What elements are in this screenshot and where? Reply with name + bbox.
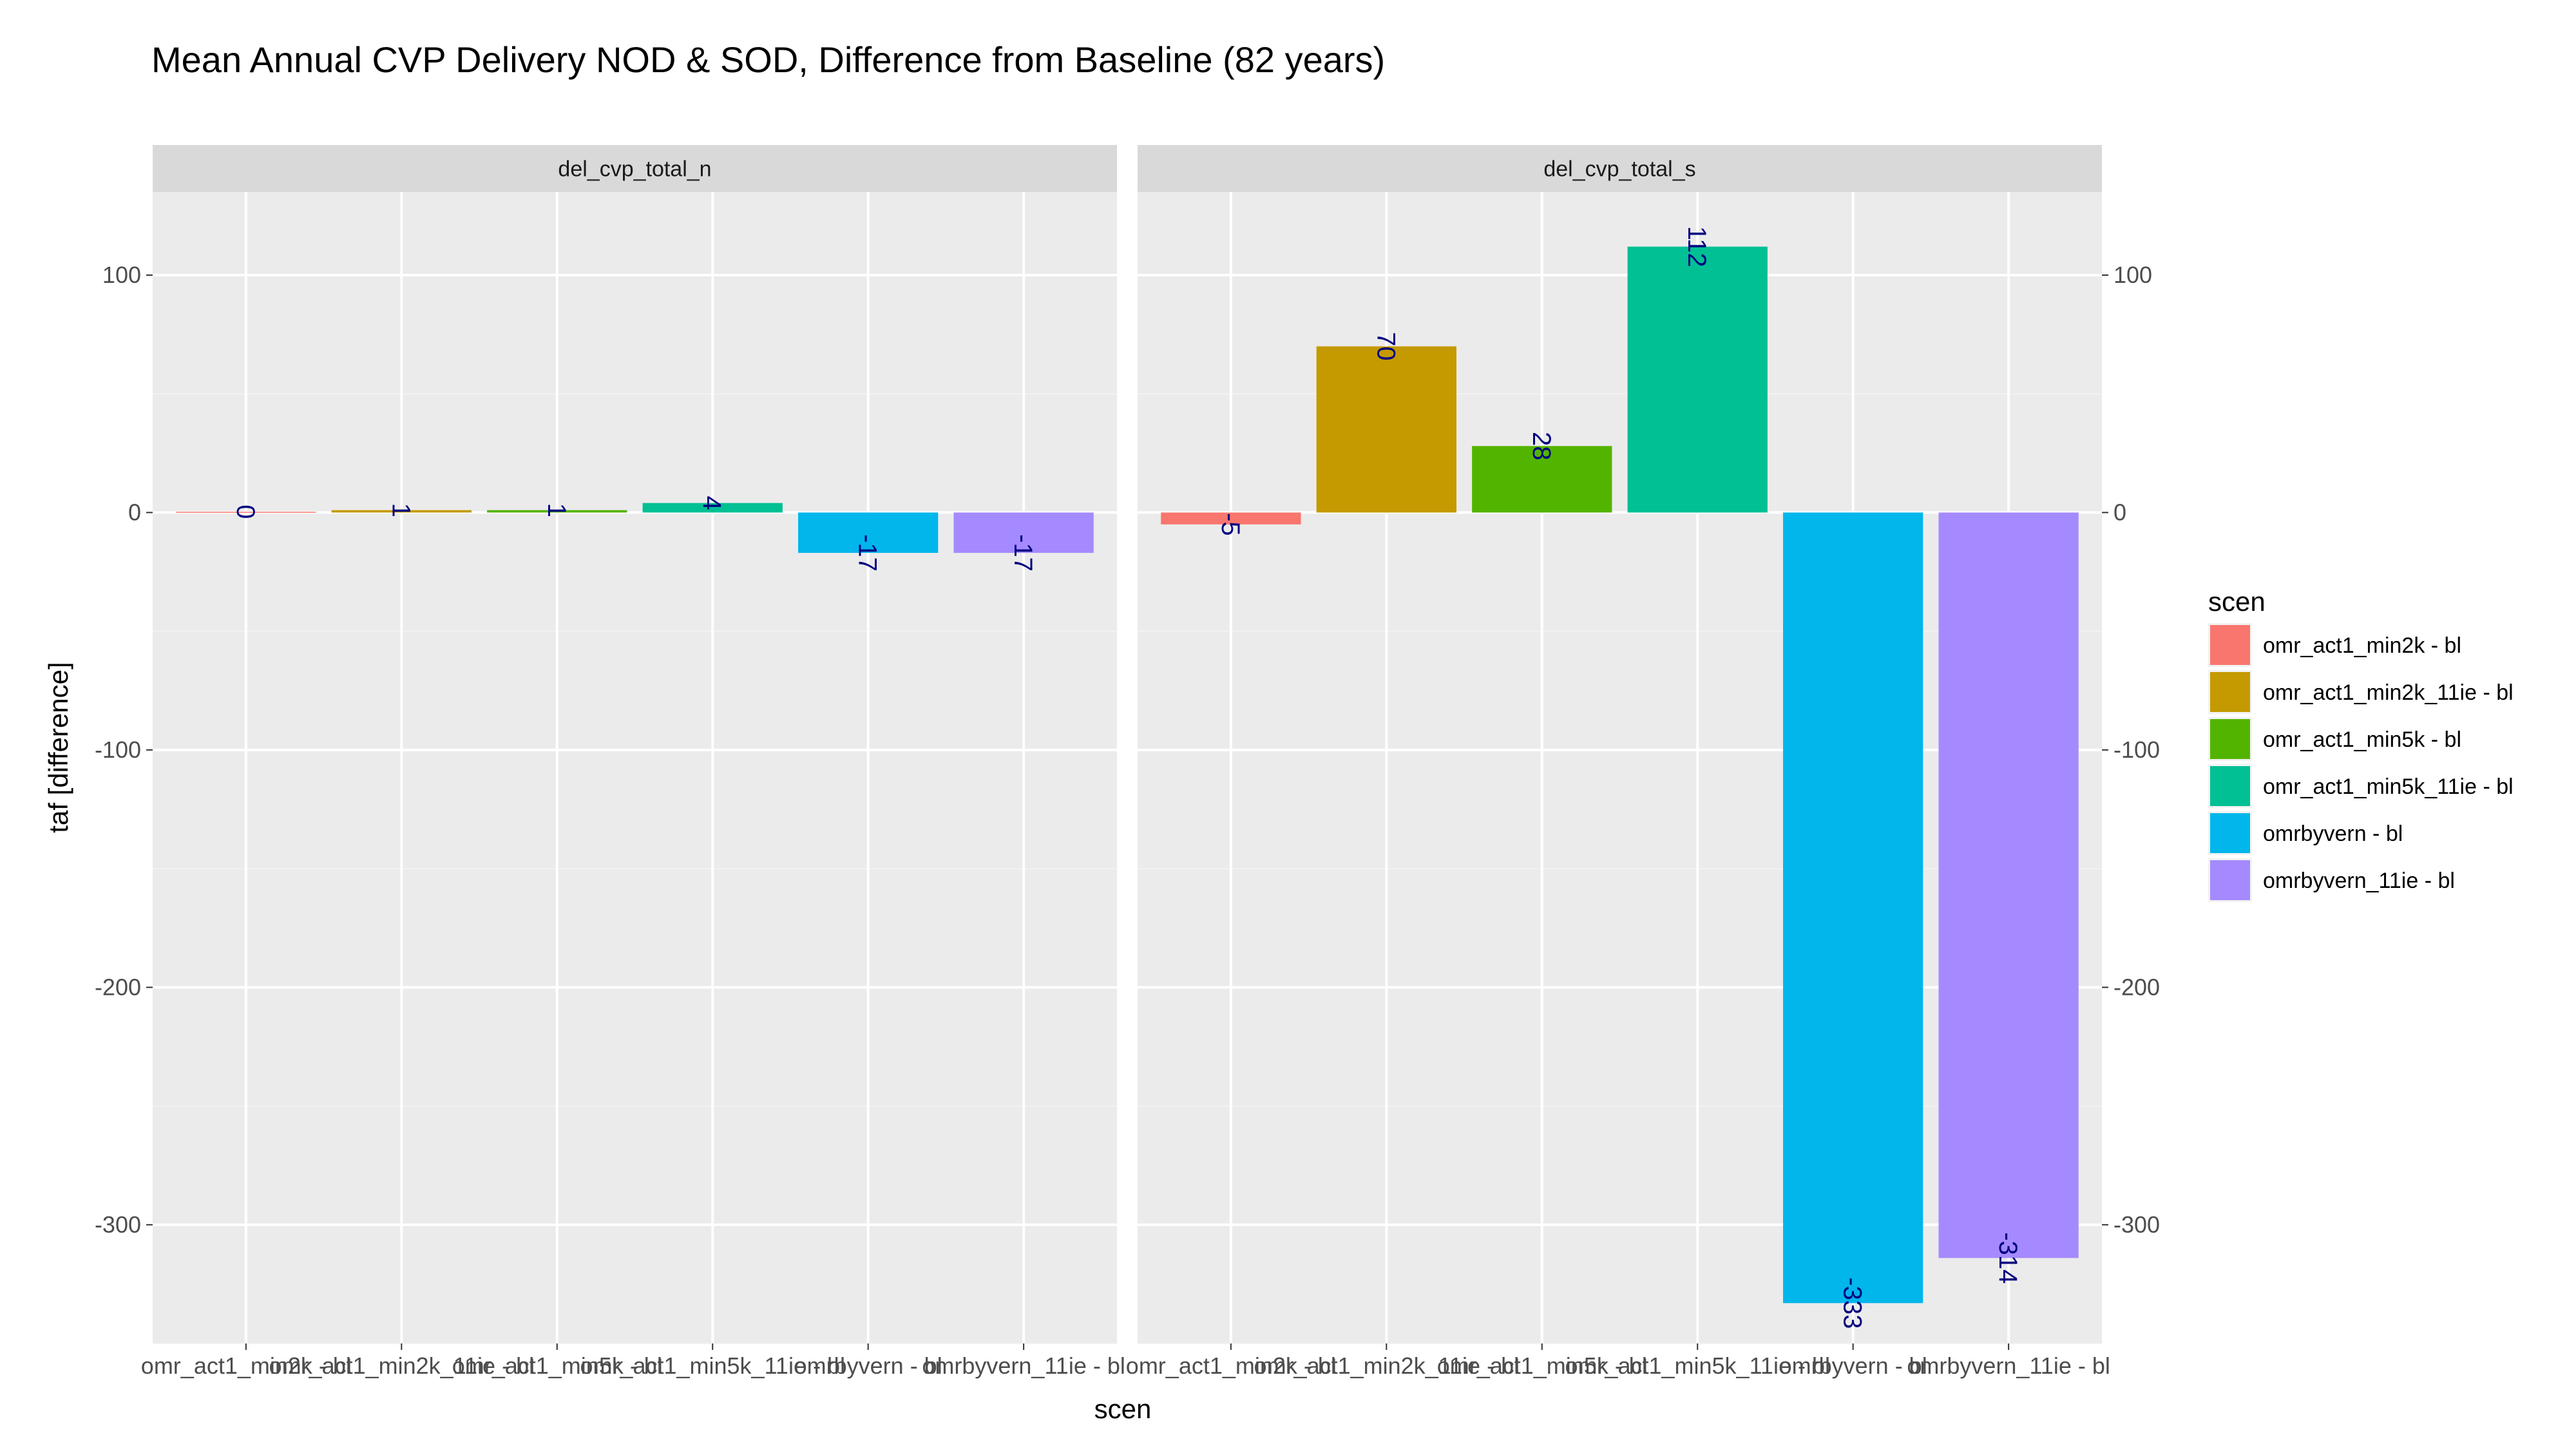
legend-item: omr_act1_min2k_11ie - bl: [2208, 670, 2514, 714]
data-label: 112: [1683, 226, 1711, 267]
legend-swatch: [2210, 719, 2250, 759]
data-label: -314: [1994, 1232, 2022, 1284]
legend: scen omr_act1_min2k - bl omr_act1_min2k_1…: [2208, 586, 2514, 902]
bar: [176, 512, 316, 513]
legend-title: scen: [2208, 586, 2266, 617]
x-tick-label: omr_act1_min5k_11ie - bl: [1565, 1352, 1830, 1379]
legend-label: omr_act1_min5k_11ie - bl: [2263, 775, 2514, 799]
bar: [1316, 346, 1456, 513]
data-label: 1: [542, 503, 571, 517]
x-axis-title: scen: [1094, 1394, 1152, 1424]
x-tick-label: omr_act1_min5k - bl: [452, 1352, 662, 1379]
x-tick-label: omrbyvern - bl: [1779, 1352, 1927, 1379]
data-label: 0: [231, 505, 260, 519]
x-tick-label: omrbyvern_11ie - bl: [922, 1352, 1125, 1379]
y-tick-label: -100: [95, 736, 141, 763]
plot-panel: [153, 192, 1117, 1343]
legend-label: omr_act1_min2k_11ie - bl: [2263, 680, 2514, 705]
bar: [1783, 512, 1923, 1304]
y-tick-label: 100: [102, 262, 141, 288]
x-tick-label: omr_act1_min2k_11ie - bl: [1254, 1352, 1520, 1379]
bar: [798, 512, 939, 553]
legend-label: omr_act1_min5k - bl: [2263, 727, 2461, 752]
x-tick-label: omr_act1_min2k_11ie - bl: [269, 1352, 535, 1379]
x-tick-label: omr_act1_min2k - bl: [141, 1352, 351, 1379]
data-label: -333: [1838, 1277, 1867, 1329]
facet-strip-label: del_cvp_total_n: [558, 157, 711, 182]
legend-item: omr_act1_min5k_11ie - bl: [2208, 764, 2514, 808]
x-tick-label: omr_act1_min2k - bl: [1126, 1352, 1336, 1379]
data-label: 28: [1527, 432, 1556, 461]
legend-item: omr_act1_min5k - bl: [2208, 717, 2461, 761]
facet-panel: del_cvp_total_n 0 1 1 4 -17 -17 omr_act1_min2k …: [141, 145, 1125, 1379]
facet-panel: del_cvp_total_s -5 70 28 112 -333 -314 omr_act1…: [1126, 145, 2110, 1379]
bar: [331, 510, 472, 513]
facet-strip: [153, 145, 1117, 192]
data-label: -17: [1009, 534, 1037, 572]
legend-swatch: [2210, 672, 2250, 712]
y-tick-label: 0: [128, 499, 141, 525]
bar: [953, 512, 1094, 553]
y-tick-label: 0: [2113, 499, 2126, 525]
bar: [487, 510, 627, 513]
y-tick-label: -300: [2113, 1211, 2160, 1238]
y-tick-label: -200: [2113, 974, 2160, 1000]
bar: [642, 503, 783, 513]
legend-item: omr_act1_min2k - bl: [2208, 623, 2461, 667]
facet-strip: [1138, 145, 2102, 192]
legend-label: omr_act1_min2k - bl: [2263, 633, 2461, 658]
data-label: -17: [854, 534, 882, 572]
facet-strip-label: del_cvp_total_s: [1543, 157, 1695, 182]
bar: [1472, 446, 1612, 513]
legend-swatch: [2210, 766, 2250, 806]
legend-swatch: [2210, 813, 2250, 853]
bar: [1938, 512, 2079, 1258]
legend-label: omrbyvern_11ie - bl: [2263, 869, 2455, 893]
legend-item: omrbyvern_11ie - bl: [2208, 858, 2455, 902]
x-tick-label: omrbyvern - bl: [794, 1352, 942, 1379]
y-tick-label: -100: [2113, 736, 2160, 763]
x-tick-label: omr_act1_min5k_11ie - bl: [580, 1352, 845, 1379]
x-tick-label: omrbyvern_11ie - bl: [1907, 1352, 2110, 1379]
data-label: 70: [1371, 332, 1400, 361]
data-label: -5: [1216, 513, 1245, 536]
chart-title: Mean Annual CVP Delivery NOD & SOD, Diff…: [151, 39, 1385, 80]
legend-item: omrbyvern - bl: [2208, 811, 2403, 855]
y-tick-label: -300: [95, 1211, 141, 1238]
y-tick-label: 100: [2113, 262, 2152, 288]
bar: [1627, 246, 1768, 513]
data-label: 1: [386, 503, 415, 517]
y-axis-title: taf [difference]: [43, 662, 73, 832]
bar: [1161, 512, 1301, 524]
y-tick-label: -200: [95, 974, 141, 1000]
data-label: 4: [698, 496, 726, 510]
x-tick-label: omr_act1_min5k - bl: [1437, 1352, 1647, 1379]
legend-swatch: [2210, 625, 2250, 665]
legend-swatch: [2210, 860, 2250, 900]
legend-label: omrbyvern - bl: [2263, 822, 2403, 846]
